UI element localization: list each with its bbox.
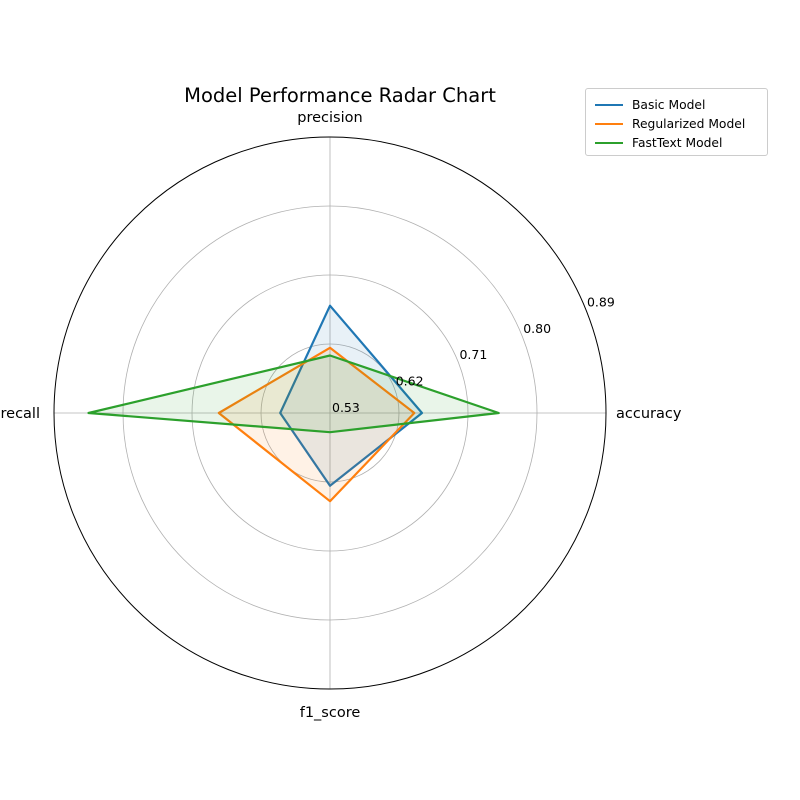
- r-tick-label: 0.80: [523, 321, 551, 336]
- labels: accuracy precision recall f1_score 0.53 0.62 0…: [1, 110, 682, 721]
- legend-swatch-regularized: [595, 122, 623, 125]
- axis-label-accuracy: accuracy: [616, 406, 682, 422]
- legend: Basic Model Regularized Model FastText M…: [585, 88, 768, 156]
- grid-ring: [260, 343, 400, 483]
- legend-label-regularized: Regularized Model: [632, 116, 746, 131]
- axis-label-f1_score: f1_score: [300, 705, 361, 721]
- legend-swatch-fasttext: [595, 141, 623, 144]
- axis-label-recall: recall: [1, 406, 40, 422]
- series-line-2: [87, 354, 500, 434]
- legend-item-regularized: Regularized Model: [595, 114, 758, 133]
- legend-item-fasttext: FastText Model: [595, 133, 758, 152]
- series-line-0: [279, 304, 424, 487]
- series-layer: [87, 304, 500, 503]
- series-line-1: [217, 346, 416, 503]
- r-tick-label: 0.89: [587, 294, 615, 309]
- legend-label-fasttext: FastText Model: [632, 135, 723, 150]
- legend-item-basic: Basic Model: [595, 95, 758, 114]
- r-tick-label: 0.53: [332, 400, 360, 415]
- axis-label-precision: precision: [297, 110, 362, 126]
- legend-swatch-basic: [595, 103, 623, 106]
- chart-title: Model Performance Radar Chart: [184, 84, 496, 107]
- outer-ring: [53, 136, 607, 690]
- grid-ring: [122, 205, 538, 621]
- legend-label-basic: Basic Model: [632, 97, 706, 112]
- series-fill-2: [88, 355, 499, 433]
- grid-ring: [191, 274, 469, 552]
- r-tick-label: 0.71: [459, 347, 487, 362]
- r-tick-label: 0.62: [396, 374, 424, 389]
